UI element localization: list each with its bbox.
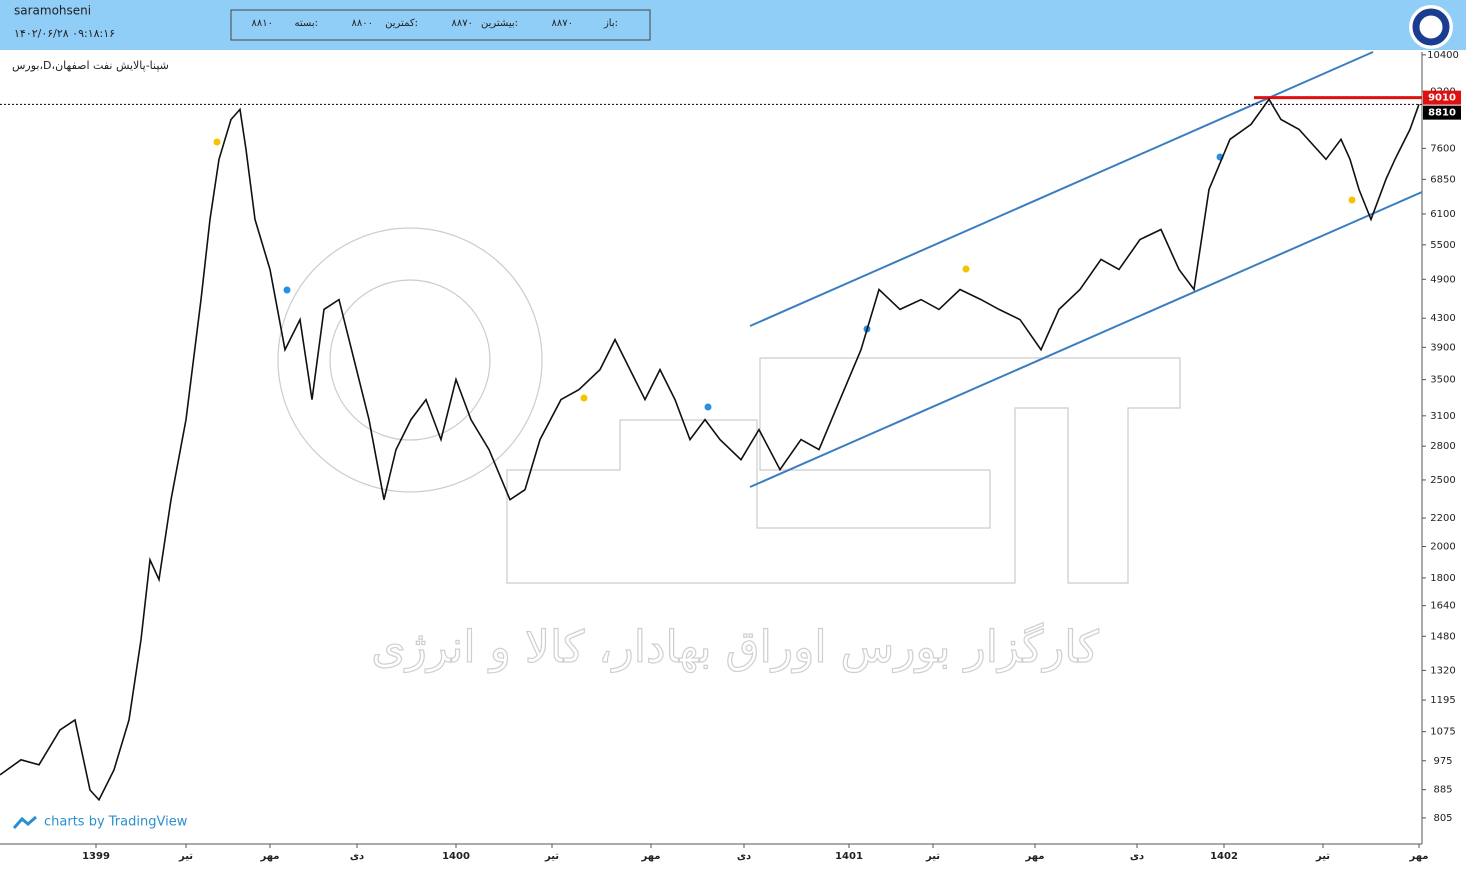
y-tick-label: 3900 <box>1430 342 1455 353</box>
x-tick-label: تیر <box>1315 851 1330 862</box>
y-tick-label: 2000 <box>1430 542 1455 553</box>
price-line <box>0 97 1420 802</box>
x-tick-label: 1401 <box>835 851 863 862</box>
x-tick-label: دی <box>737 851 751 862</box>
y-tick-label: 1800 <box>1430 573 1455 584</box>
y-tick-label: 2200 <box>1430 513 1455 524</box>
watermark-text: کارگزار بورس اوراق بهادار، کالا و انرژی <box>371 622 1099 673</box>
header-bar <box>0 0 1466 50</box>
price-label: 8810 <box>1428 108 1456 119</box>
signal-dot <box>962 265 970 273</box>
chart-title: بورس،D،شپنا-پالایش نفت اصفهان <box>12 59 169 72</box>
x-tick-label: تیر <box>925 851 940 862</box>
y-tick-label: 885 <box>1433 785 1452 796</box>
price-label: 9010 <box>1428 93 1456 104</box>
signal-dot <box>1348 196 1356 204</box>
quotes: باز: ۸۸۷۰ بیشترین: ۸۸۷۰ کمترین: ۸۸۰۰ بسته: ۸۸۱۰ <box>252 18 618 29</box>
y-tick-label: 1320 <box>1430 665 1455 676</box>
y-tick-label: 2500 <box>1430 475 1455 486</box>
quote-box <box>230 9 651 41</box>
y-tick-label: 6100 <box>1430 209 1455 220</box>
x-tick-label: 1400 <box>442 851 470 862</box>
quote-value: ۸۸۰۰ <box>352 18 373 29</box>
signal-dot <box>704 403 712 411</box>
quote-label: بیشترین: <box>481 18 518 29</box>
x-tick-label: 1402 <box>1210 851 1238 862</box>
y-tick-label: 805 <box>1433 813 1452 824</box>
signal-dot <box>580 394 588 402</box>
y-tick-label: 7600 <box>1430 143 1455 154</box>
y-tick-label: 1075 <box>1430 727 1455 738</box>
x-tick-label: دی <box>1130 851 1144 862</box>
watermark-shape <box>506 357 1181 584</box>
y-tick-label: 975 <box>1433 756 1452 767</box>
watermark-circle <box>329 279 491 441</box>
y-tick-label: 1480 <box>1430 631 1455 642</box>
y-tick-label: 4300 <box>1430 313 1455 324</box>
quote-label: باز: <box>603 18 618 29</box>
price-label-box <box>1423 90 1461 105</box>
credit-icon <box>12 815 37 829</box>
y-tick-label: 2800 <box>1430 441 1455 452</box>
user-name: saramohseni <box>14 4 91 18</box>
signal-dot <box>213 138 221 146</box>
x-tick-label: مهر <box>640 851 660 862</box>
y-tick-label: 3100 <box>1430 411 1455 422</box>
quote-label: بسته: <box>295 18 318 29</box>
y-tick-label: 1640 <box>1430 601 1455 612</box>
y-tick-label: 5500 <box>1430 240 1455 251</box>
quote-value: ۸۸۷۰ <box>552 18 573 29</box>
y-tick-label: 6850 <box>1430 174 1455 185</box>
x-tick-label: تیر <box>178 851 193 862</box>
logo-mark <box>1412 8 1450 46</box>
x-tick-label: مهر <box>1408 851 1428 862</box>
quote-value: ۸۸۷۰ <box>452 18 473 29</box>
y-tick-label: 1195 <box>1430 695 1455 706</box>
watermark-logo <box>277 227 1181 584</box>
y-tick-label: 10400 <box>1427 50 1459 61</box>
logo <box>1409 5 1453 49</box>
quote-label: کمترین: <box>385 18 418 29</box>
watermark-circle <box>277 227 543 493</box>
y-tick-label: 4900 <box>1430 274 1455 285</box>
date-time: ۱۴۰۲/۰۶/۲۸ ۰۹:۱۸:۱۶ <box>14 27 115 40</box>
x-tick-label: تیر <box>544 851 559 862</box>
x-tick-label: دی <box>350 851 364 862</box>
x-tick-label: 1399 <box>82 851 110 862</box>
quote-value: ۸۸۱۰ <box>252 18 273 29</box>
signal-dot <box>283 286 291 294</box>
y-tick-label: 3500 <box>1430 375 1455 386</box>
x-tick-label: مهر <box>1024 851 1044 862</box>
x-tick-label: مهر <box>259 851 279 862</box>
channel-lower <box>749 191 1423 488</box>
price-label-box <box>1423 105 1461 120</box>
credit: charts by TradingView <box>44 815 188 830</box>
